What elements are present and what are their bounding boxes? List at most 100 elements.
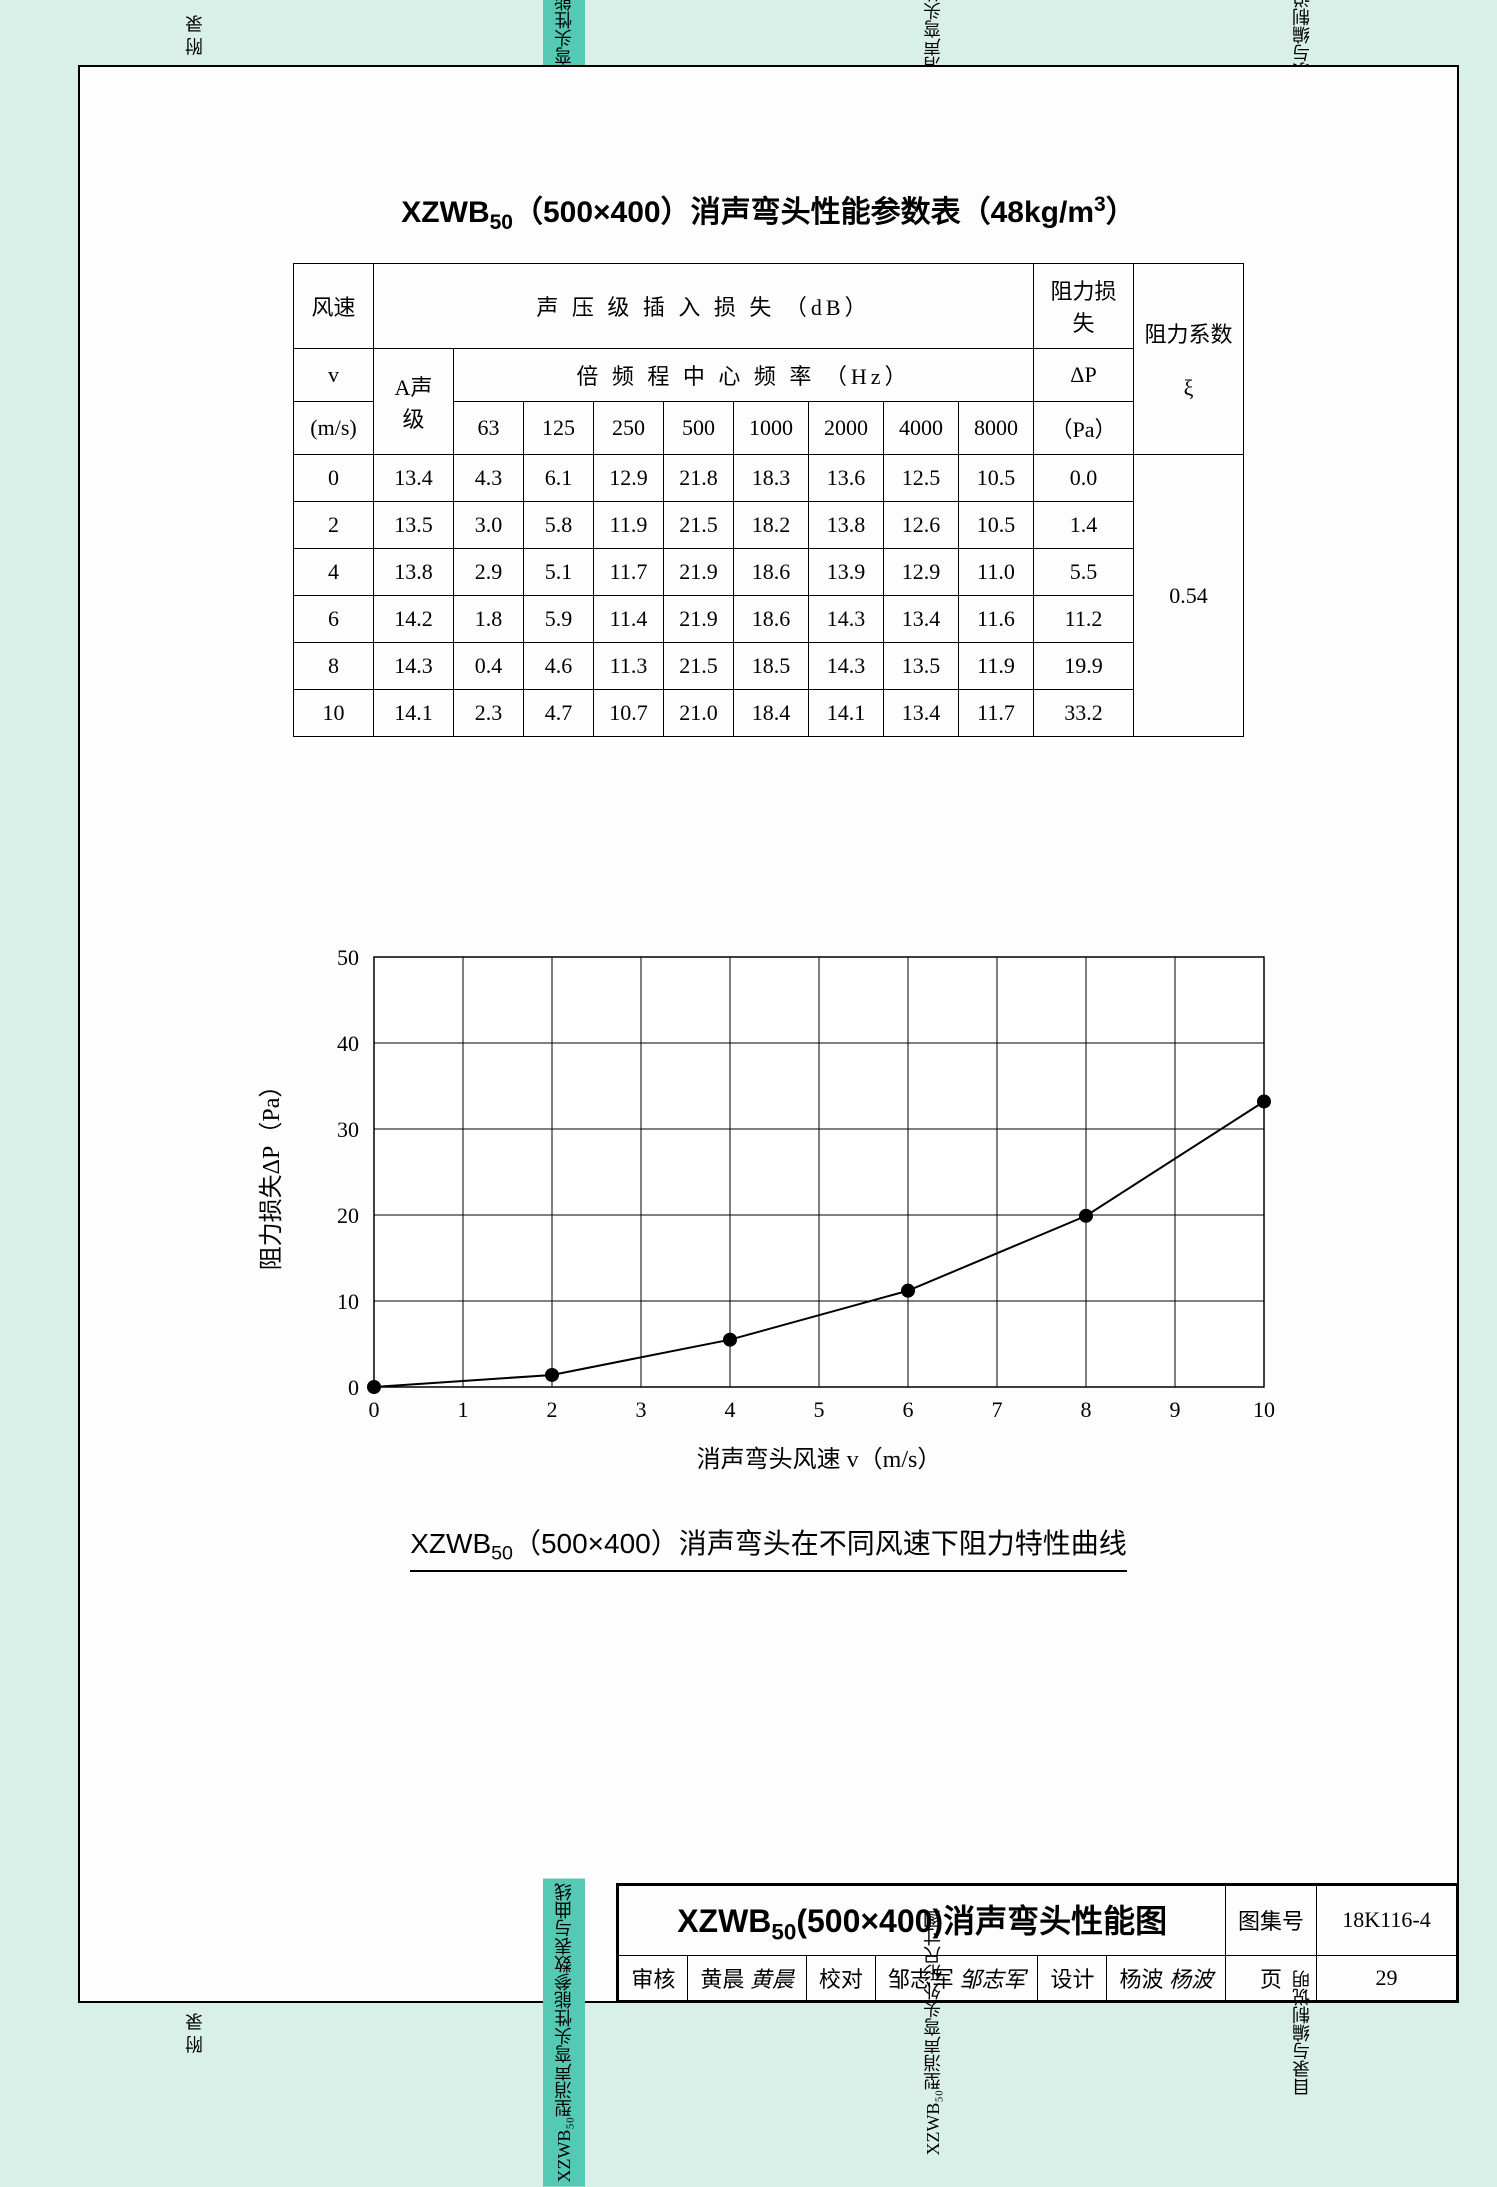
xi-value: 0.54 [1134,455,1244,737]
review-name: 黄晨 黄晨 [688,1956,807,2001]
performance-table: 风速 声 压 级 插 入 损 失 （dB） 阻力损失 阻力系数 ξ v A声级 … [293,263,1244,737]
cell: 11.4 [594,596,664,643]
svg-text:9: 9 [1169,1397,1180,1422]
cell: 11.2 [1034,596,1134,643]
svg-text:2: 2 [546,1397,557,1422]
cell: 12.9 [884,549,959,596]
svg-text:5: 5 [813,1397,824,1422]
hdr-a: A声级 [374,349,454,455]
cell: 5.9 [524,596,594,643]
atlas-label: 图集号 [1225,1885,1316,1955]
cell: 2.9 [454,549,524,596]
svg-text:消声弯头风速 v（m/s）: 消声弯头风速 v（m/s） [696,1446,941,1473]
cell: 13.8 [809,502,884,549]
svg-text:50: 50 [337,945,359,970]
check-name: 邹志军 邹志军 [875,1956,1038,2001]
svg-text:4: 4 [724,1397,735,1422]
cell: 3.0 [454,502,524,549]
cell: 13.4 [884,596,959,643]
content-area: XZWB50（500×400）消声弯头性能参数表（48kg/m3） 风速 声 压… [80,67,1457,2001]
svg-text:20: 20 [337,1203,359,1228]
cell: 13.4 [374,455,454,502]
page-value: 29 [1317,1956,1457,2001]
cell: 13.5 [374,502,454,549]
cell: 0 [294,455,374,502]
atlas-value: 18K116-4 [1317,1885,1457,1955]
cell: 21.9 [664,596,734,643]
cell: 18.3 [734,455,809,502]
table-row: 614.2 1.85.911.421.918.614.313.411.6 11.… [294,596,1244,643]
title-sub: 50 [490,211,513,234]
svg-text:6: 6 [902,1397,913,1422]
cell: 13.9 [809,549,884,596]
svg-text:10: 10 [1253,1397,1275,1422]
tb-sub: 50 [771,1919,796,1944]
cell: 13.6 [809,455,884,502]
table-row: 213.5 3.05.811.921.518.213.812.610.5 1.4 [294,502,1244,549]
hdr-xi-symbol: ξ [1184,375,1194,400]
svg-text:阻力损失ΔP（Pa）: 阻力损失ΔP（Pa） [258,1074,285,1271]
title-sup: 3 [1094,193,1106,216]
cell: 19.9 [1034,643,1134,690]
tb-prefix: XZWB [677,1903,771,1939]
design-label: 设计 [1038,1956,1107,2001]
cell: 12.9 [594,455,664,502]
check-label: 校对 [806,1956,875,2001]
table-row: 413.8 2.95.111.721.918.613.912.911.0 5.5 [294,549,1244,596]
cell: 5.5 [1034,549,1134,596]
cell: 14.3 [374,643,454,690]
drawing-frame: XZWB50（500×400）消声弯头性能参数表（48kg/m3） 风速 声 压… [78,65,1459,2003]
cell: 18.5 [734,643,809,690]
review-name-text: 黄晨 [700,1967,744,1992]
design-sig: 杨波 [1169,1967,1213,1992]
freq-3: 500 [664,402,734,455]
cell: 4 [294,549,374,596]
cell: 5.1 [524,549,594,596]
svg-text:0: 0 [368,1397,379,1422]
cell: 33.2 [1034,690,1134,737]
freq-6: 4000 [884,402,959,455]
cell: 21.8 [664,455,734,502]
cell: 10.7 [594,690,664,737]
chart-section: 01234567891001020304050消声弯头风速 v（m/s）阻力损失… [120,937,1417,1572]
design-name-text: 杨波 [1119,1967,1163,1992]
hdr-dp-label: 阻力损失 [1034,264,1134,349]
tab-perf-curve-b[interactable]: XZWB₅₀型消声弯头性能参数表与曲线 [543,1879,585,2187]
cell: 18.6 [734,549,809,596]
cell: 2.3 [454,690,524,737]
cell: 10.5 [959,502,1034,549]
review-sig: 黄晨 [750,1967,794,1992]
cell: 10 [294,690,374,737]
title-rest: （500×400）消声弯头性能参数表（48kg/m [513,196,1094,229]
cell: 10.5 [959,455,1034,502]
cell: 13.8 [374,549,454,596]
cell: 21.5 [664,643,734,690]
cell: 13.5 [884,643,959,690]
check-sig: 邹志军 [959,1967,1025,1992]
freq-5: 2000 [809,402,884,455]
caption-prefix: XZWB [410,1528,491,1559]
svg-text:7: 7 [991,1397,1002,1422]
tab-appendix[interactable]: 附 录 [174,11,216,60]
cell: 13.4 [884,690,959,737]
svg-text:40: 40 [337,1031,359,1056]
table-title: XZWB50（500×400）消声弯头性能参数表（48kg/m3） [120,187,1417,235]
cell: 21.5 [664,502,734,549]
cell: 11.0 [959,549,1034,596]
tab-toc-b[interactable]: 目录与编制说明 [1281,1966,1323,2100]
table-row: 0 13.4 4.3 6.1 12.9 21.8 18.3 13.6 12.5 … [294,455,1244,502]
cell: 1.8 [454,596,524,643]
title-end: ） [1106,196,1136,229]
cell: 11.7 [959,690,1034,737]
tb-rest: (500×400)消声弯头性能图 [796,1903,1167,1939]
table-row: 1014.1 2.34.710.721.018.414.113.411.7 33… [294,690,1244,737]
design-name: 杨波 杨波 [1107,1956,1226,2001]
svg-text:10: 10 [337,1289,359,1314]
title-prefix: XZWB [401,196,489,229]
tab-dimensions-b[interactable]: XZWB₅₀型消声弯头外形尺寸图 [912,1906,954,2160]
cell: 14.1 [374,690,454,737]
tab-appendix-b[interactable]: 附 录 [174,2009,216,2058]
freq-0: 63 [454,402,524,455]
freq-2: 250 [594,402,664,455]
cell: 14.3 [809,596,884,643]
